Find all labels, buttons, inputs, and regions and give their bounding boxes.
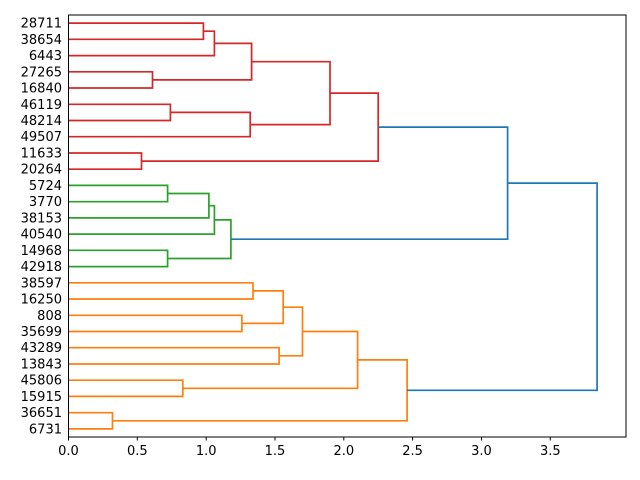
dendrogram-link-orange bbox=[112, 359, 408, 422]
dendrogram-link-red bbox=[68, 103, 172, 122]
dendrogram-link-green bbox=[167, 219, 232, 260]
x-tick-label: 1.5 bbox=[265, 444, 286, 459]
dendrogram-link-orange bbox=[68, 346, 280, 365]
leaf-label: 14968 bbox=[21, 244, 62, 259]
x-tick-label: 2.5 bbox=[402, 444, 423, 459]
dendrogram-link-green bbox=[68, 204, 216, 235]
dendrogram-link-orange bbox=[68, 411, 114, 430]
leaf-label: 6443 bbox=[29, 49, 62, 64]
leaf-label: 808 bbox=[37, 309, 62, 324]
dendrogram-link-orange bbox=[68, 379, 184, 398]
dendrogram-link-red bbox=[68, 22, 205, 41]
leaf-label: 28711 bbox=[21, 17, 62, 32]
dendrogram-link-green bbox=[68, 192, 210, 219]
leaf-label: 40540 bbox=[21, 228, 62, 243]
x-tick-label: 1.0 bbox=[196, 444, 217, 459]
x-tick-label: 3.0 bbox=[471, 444, 492, 459]
leaf-label: 38654 bbox=[21, 33, 62, 48]
leaf-label: 11633 bbox=[21, 147, 62, 162]
dendrogram-link-orange bbox=[182, 330, 359, 390]
leaf-label: 36651 bbox=[21, 406, 62, 421]
plot-border bbox=[68, 14, 627, 438]
leaf-label: 48214 bbox=[21, 114, 62, 129]
x-tick-label: 3.5 bbox=[540, 444, 561, 459]
dendrogram-link-red bbox=[68, 111, 252, 138]
leaf-label: 45806 bbox=[21, 374, 62, 389]
dendrogram-link-red bbox=[141, 92, 380, 162]
leaf-label: 43289 bbox=[21, 341, 62, 356]
leaf-label: 38597 bbox=[21, 276, 62, 291]
dendrogram-link-red bbox=[250, 60, 331, 126]
leaf-label: 20264 bbox=[21, 163, 62, 178]
leaf-label: 16840 bbox=[21, 82, 62, 97]
leaf-label: 6731 bbox=[29, 422, 62, 437]
dendrogram-link-red bbox=[68, 70, 154, 89]
leaf-label: 27265 bbox=[21, 65, 62, 80]
dendrogram-link-orange bbox=[68, 281, 254, 300]
dendrogram-link-red bbox=[152, 42, 253, 81]
x-tick-label: 2.0 bbox=[333, 444, 354, 459]
leaf-label: 42918 bbox=[21, 260, 62, 275]
leaf-label: 46119 bbox=[21, 98, 62, 113]
leaf-label: 38153 bbox=[21, 211, 62, 226]
x-tick-label: 0.5 bbox=[127, 444, 148, 459]
dendrogram-link-blue bbox=[407, 182, 598, 392]
leaf-label: 16250 bbox=[21, 293, 62, 308]
dendrogram-link-orange bbox=[68, 314, 243, 333]
dendrogram-link-green bbox=[68, 249, 169, 268]
leaf-label: 5724 bbox=[29, 179, 62, 194]
leaf-label: 35699 bbox=[21, 325, 62, 340]
leaf-label: 13843 bbox=[21, 358, 62, 373]
dendrogram-link-orange bbox=[241, 290, 285, 325]
x-tick-label: 0.0 bbox=[58, 444, 79, 459]
dendrogram-link-red bbox=[68, 30, 216, 57]
leaf-label: 3770 bbox=[29, 195, 62, 210]
dendrogram-link-blue bbox=[230, 126, 509, 241]
dendrogram-link-red bbox=[68, 152, 143, 171]
leaf-label: 15915 bbox=[21, 390, 62, 405]
leaf-label: 49507 bbox=[21, 130, 62, 145]
dendrogram-link-green bbox=[68, 184, 169, 203]
